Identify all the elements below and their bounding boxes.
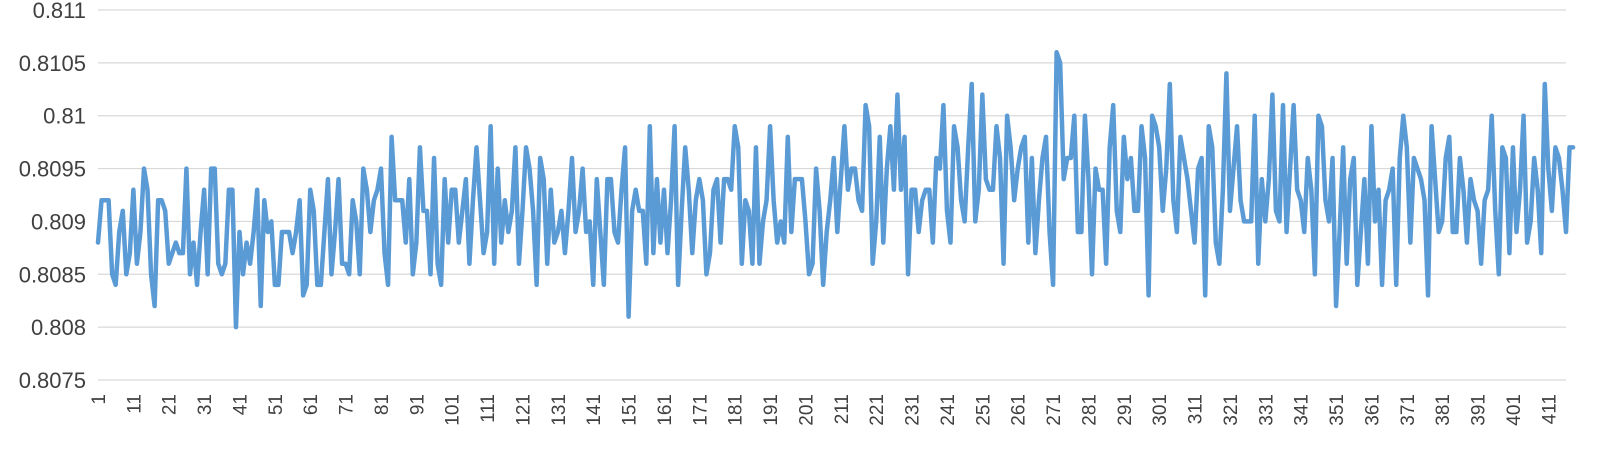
x-tick-label: 221 bbox=[867, 394, 888, 426]
x-tick-label: 251 bbox=[973, 394, 994, 426]
x-tick-label: 151 bbox=[620, 394, 641, 426]
x-tick-label: 1 bbox=[89, 394, 110, 405]
x-tick-label: 121 bbox=[513, 394, 534, 426]
y-tick-label: 0.811 bbox=[33, 0, 86, 23]
x-tick-label: 271 bbox=[1044, 394, 1065, 426]
x-tick-label: 401 bbox=[1504, 394, 1525, 426]
x-tick-label: 131 bbox=[549, 394, 570, 426]
x-tick-label: 41 bbox=[230, 394, 251, 415]
x-tick-label: 261 bbox=[1009, 394, 1030, 426]
x-tick-label: 211 bbox=[832, 394, 853, 424]
x-tick-label: 51 bbox=[266, 394, 287, 415]
x-tick-label: 281 bbox=[1079, 394, 1100, 426]
x-tick-label: 101 bbox=[443, 394, 464, 426]
series-line bbox=[95, 50, 1576, 330]
y-tick-label: 0.8095 bbox=[19, 157, 86, 182]
gridlines bbox=[98, 9, 1566, 381]
y-tick-label: 0.8105 bbox=[19, 51, 86, 76]
x-tick-label: 191 bbox=[761, 394, 782, 426]
x-tick-label: 351 bbox=[1327, 394, 1348, 426]
x-tick-label: 361 bbox=[1362, 394, 1383, 426]
y-tick-label: 0.809 bbox=[31, 209, 86, 234]
y-tick-label: 0.81 bbox=[43, 104, 86, 129]
x-tick-label: 61 bbox=[301, 394, 322, 415]
x-tick-label: 171 bbox=[690, 394, 711, 426]
x-tick-label: 411 bbox=[1539, 394, 1560, 424]
x-axis-tick-labels: 1 11 21 31 41 51 61 71 81 91 101 111 121 131 141 151 161… bbox=[89, 394, 1560, 426]
x-tick-label: 91 bbox=[407, 394, 428, 415]
x-tick-label: 31 bbox=[195, 394, 216, 415]
x-tick-label: 111 bbox=[478, 394, 499, 423]
x-tick-label: 201 bbox=[796, 394, 817, 426]
x-tick-label: 71 bbox=[337, 394, 358, 415]
y-tick-label: 0.8075 bbox=[19, 368, 86, 393]
y-tick-label: 0.8085 bbox=[19, 262, 86, 287]
x-tick-label: 381 bbox=[1433, 394, 1454, 426]
x-tick-label: 371 bbox=[1398, 394, 1419, 426]
x-tick-label: 181 bbox=[726, 394, 747, 426]
x-tick-label: 311 bbox=[1186, 394, 1207, 424]
x-tick-label: 341 bbox=[1292, 394, 1313, 426]
x-tick-label: 321 bbox=[1221, 394, 1242, 426]
x-tick-label: 301 bbox=[1150, 394, 1171, 426]
x-tick-label: 231 bbox=[903, 394, 924, 426]
x-tick-label: 11 bbox=[124, 394, 145, 414]
x-tick-label: 291 bbox=[1115, 394, 1136, 426]
y-tick-label: 0.808 bbox=[31, 315, 86, 340]
x-tick-label: 81 bbox=[372, 394, 393, 415]
y-axis-tick-labels: 0.811 0.8105 0.81 0.8095 0.809 0.8085 0.808 0.8… bbox=[19, 0, 86, 393]
x-tick-label: 161 bbox=[655, 394, 676, 426]
x-tick-label: 141 bbox=[584, 394, 605, 426]
series-line-0 bbox=[95, 50, 1576, 330]
x-tick-label: 21 bbox=[160, 394, 181, 415]
x-tick-label: 391 bbox=[1469, 394, 1490, 426]
x-tick-label: 241 bbox=[938, 394, 959, 426]
x-tick-label: 331 bbox=[1256, 394, 1277, 426]
